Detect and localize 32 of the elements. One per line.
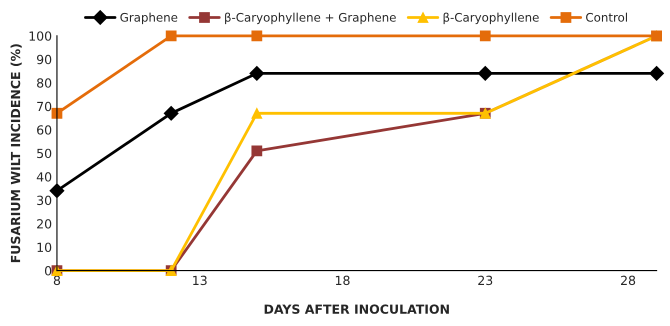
legend-label: β-Caryophyllene — [444, 12, 539, 24]
y-tick-label: 40 — [36, 172, 52, 182]
y-tick-label: 60 — [37, 125, 52, 135]
point — [478, 66, 493, 81]
y-tick-label: 100 — [30, 31, 52, 41]
y-tick-label: 10 — [38, 242, 52, 252]
point — [52, 108, 62, 119]
point — [251, 30, 262, 42]
y-tick-label: 50 — [37, 148, 52, 158]
y-tick-label: 90 — [36, 54, 52, 64]
point — [251, 108, 262, 119]
point — [480, 30, 491, 42]
y-tick-label: 0 — [44, 266, 52, 276]
y-tick-label: 30 — [37, 196, 52, 206]
point — [166, 30, 177, 42]
point — [249, 66, 264, 81]
legend-label: Control — [586, 12, 627, 22]
y-tick-label: 70 — [37, 102, 52, 112]
y-tick-label: 80 — [37, 78, 52, 88]
y-tick-label: 20 — [37, 219, 52, 229]
legend-label: Graphene — [120, 12, 178, 24]
point — [251, 145, 262, 156]
point — [649, 66, 664, 81]
x-tick-label: 13 — [193, 276, 207, 286]
x-tick-label: 8 — [54, 276, 60, 286]
x-axis-title: DAYS AFTER INOCULATION — [264, 304, 449, 314]
x-tick-label: 23 — [478, 276, 492, 286]
point — [164, 106, 179, 121]
x-tick-label: 18 — [336, 276, 350, 286]
y-axis-title: FUSARIUM WILT INCIDENCE (%) — [10, 44, 22, 262]
x-tick-label: 28 — [621, 276, 636, 286]
legend-label: β-Caryophyllene + Graphene — [225, 12, 396, 24]
